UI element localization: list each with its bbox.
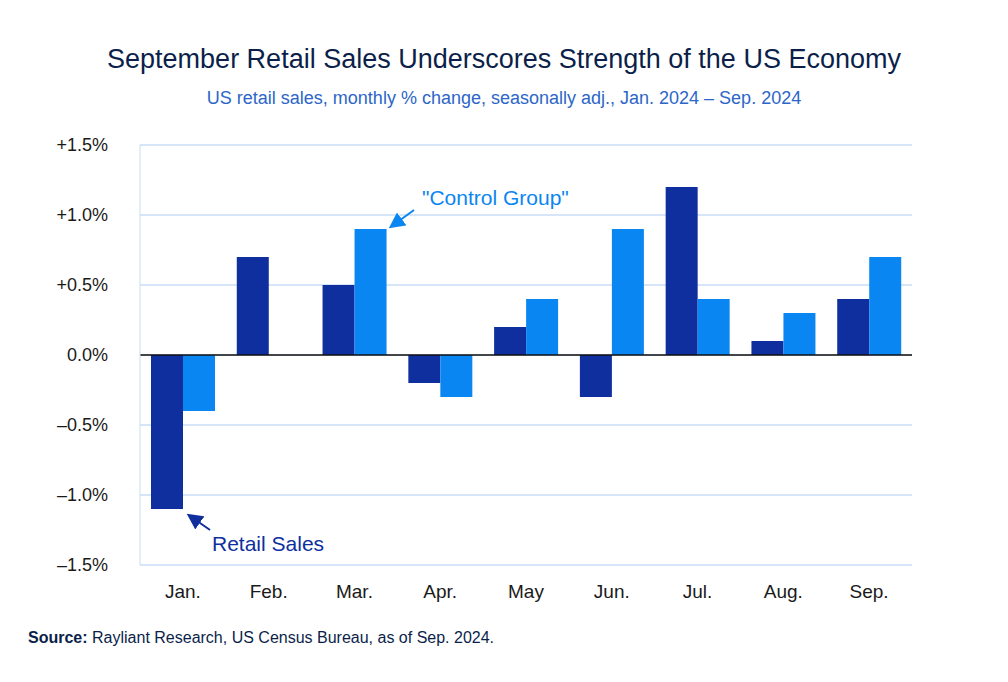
svg-text:Apr.: Apr. bbox=[423, 581, 457, 602]
svg-text:–1.5%: –1.5% bbox=[57, 555, 108, 575]
svg-text:Feb.: Feb. bbox=[250, 581, 288, 602]
svg-text:–1.0%: –1.0% bbox=[57, 485, 108, 505]
svg-text:Jan.: Jan. bbox=[165, 581, 201, 602]
svg-text:May: May bbox=[508, 581, 544, 602]
svg-text:0.0%: 0.0% bbox=[67, 345, 108, 365]
svg-text:Mar.: Mar. bbox=[336, 581, 373, 602]
html-text:September Retail Sales Undersc: September Retail Sales Underscores Stren… bbox=[107, 44, 901, 74]
html-text:Source: Rayliant Research, US: Source: Rayliant Research, US Census Bur… bbox=[28, 629, 494, 646]
svg-text:+1.0%: +1.0% bbox=[56, 205, 108, 225]
html-text:US retail sales, monthly % cha: US retail sales, monthly % change, seaso… bbox=[206, 88, 802, 108]
svg-text:+1.5%: +1.5% bbox=[56, 135, 108, 155]
svg-text:"Control Group": "Control Group" bbox=[422, 186, 569, 209]
svg-text:Jun.: Jun. bbox=[594, 581, 630, 602]
svg-text:Retail Sales: Retail Sales bbox=[212, 532, 324, 555]
svg-text:Aug.: Aug. bbox=[764, 581, 803, 602]
svg-text:–0.5%: –0.5% bbox=[57, 415, 108, 435]
svg-text:Sep.: Sep. bbox=[850, 581, 889, 602]
svg-text:+0.5%: +0.5% bbox=[56, 275, 108, 295]
svg-text:Jul.: Jul. bbox=[683, 581, 713, 602]
